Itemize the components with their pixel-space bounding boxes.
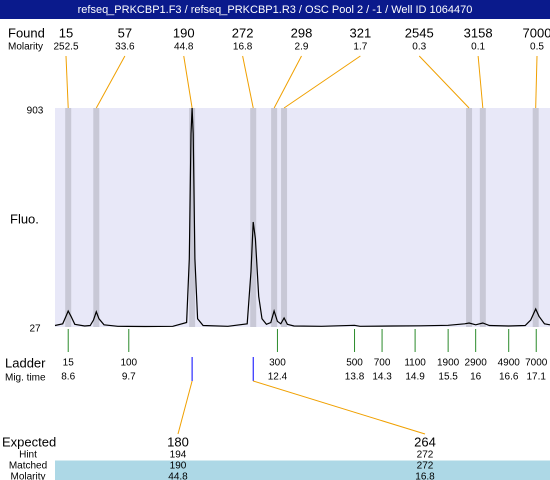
expected-connector [253,380,426,435]
found-molarity: 0.1 [471,42,485,53]
peak-band [93,108,100,327]
table-row-label: Expected [2,434,56,449]
found-molarity: 0.5 [530,42,544,53]
chart-title: refseq_PRKCBP1.F3 / refseq_PRKCBP1.R3 / … [78,4,473,16]
table-row-bg [55,460,550,472]
ladder-size: 500 [346,358,363,369]
peak-band [466,108,473,327]
found-molarity: 33.6 [115,42,135,53]
peak-connector [535,55,538,109]
found-size: 272 [232,25,254,40]
table-row-label: Hint [19,450,37,461]
ladder-migtime: 16 [470,372,482,383]
ladder-size: 700 [374,358,391,369]
y-tick-label: 903 [27,106,44,117]
table-cell: 194 [170,450,187,461]
trace-line [54,107,550,328]
ladder-size: 300 [269,358,286,369]
found-label: Found [8,25,45,40]
peak-band [281,108,288,327]
peak-connector [242,55,254,109]
ladder-label: Ladder [5,355,46,370]
peak-band [189,108,196,327]
table-cell: 190 [170,461,187,472]
ladder-size: 4900 [498,358,521,369]
table-cell: 16.8 [415,472,435,480]
peak-connector [283,55,361,109]
ladder-size: 2900 [465,358,488,369]
found-size: 7000 [523,25,550,40]
ladder-migtime: 17.1 [527,372,547,383]
peak-connector [477,55,484,109]
title-bar [0,0,550,19]
table-row-label: Molarity [10,472,45,480]
ladder-migtime: 12.4 [268,372,288,383]
peak-band [271,108,278,327]
found-molarity: 2.9 [295,42,309,53]
found-size: 2545 [405,25,434,40]
ladder-migtime: 15.5 [438,372,458,383]
table-cell: 264 [414,434,436,449]
table-cell: 272 [417,450,434,461]
ladder-migtime: 14.9 [405,372,425,383]
peak-connector [95,55,126,109]
found-size: 3158 [464,25,493,40]
ladder-size: 1100 [404,358,426,369]
ladder-migtime: 14.3 [372,372,392,383]
migtime-label: Mig. time [5,373,46,384]
peak-band [65,108,72,327]
peak-band [532,108,539,327]
found-size: 298 [291,25,313,40]
table-cell: 180 [167,434,189,449]
ladder-migtime: 13.8 [345,372,365,383]
plot-area [55,108,550,327]
ladder-size: 100 [120,358,137,369]
table-row-bg [55,471,550,480]
table-cell: 44.8 [168,472,188,480]
found-molarity: 0.3 [412,42,426,53]
found-molarity: 252.5 [53,42,78,53]
found-molarity: 44.8 [174,42,194,53]
found-size: 15 [59,25,73,40]
peak-connector [183,55,193,109]
y-axis-label: Fluo. [10,211,39,226]
ladder-size: 15 [63,358,75,369]
ladder-migtime: 16.6 [499,372,519,383]
table-row-label: Matched [9,461,47,472]
ladder-migtime: 8.6 [61,372,75,383]
ladder-migtime: 9.7 [122,372,136,383]
ladder-size: 1900 [437,358,460,369]
peak-connector [418,55,470,109]
found-molarity-label: Molarity [8,42,43,53]
peak-band [479,108,486,327]
found-molarity: 16.8 [233,42,253,53]
ladder-size: 7000 [525,358,548,369]
peak-band [250,108,257,327]
expected-connector [177,380,193,435]
found-molarity: 1.7 [353,42,367,53]
table-cell: 272 [417,461,434,472]
peak-connector [65,55,69,109]
found-size: 321 [350,25,372,40]
found-size: 190 [173,25,195,40]
found-size: 57 [118,25,132,40]
peak-connector [273,55,302,109]
y-tick-label: 27 [29,324,41,335]
